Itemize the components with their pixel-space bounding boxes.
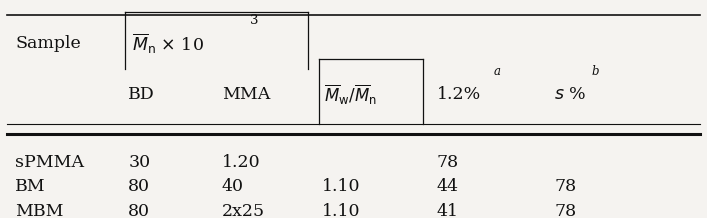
Text: b: b — [591, 65, 599, 78]
Text: 78: 78 — [437, 154, 459, 171]
Text: 2x25: 2x25 — [222, 203, 265, 218]
Text: 78: 78 — [554, 203, 576, 218]
Text: sPMMA: sPMMA — [16, 154, 84, 171]
Text: 3: 3 — [250, 14, 258, 27]
Text: Sample: Sample — [16, 35, 81, 52]
Text: 80: 80 — [128, 203, 151, 218]
Text: 78: 78 — [554, 178, 576, 195]
Text: 1.2%: 1.2% — [437, 86, 481, 103]
Text: 1.20: 1.20 — [222, 154, 260, 171]
Text: BM: BM — [16, 178, 46, 195]
Text: MMA: MMA — [222, 86, 270, 103]
Text: $s$ %: $s$ % — [554, 86, 587, 103]
Text: 30: 30 — [128, 154, 151, 171]
Text: 40: 40 — [222, 178, 244, 195]
Text: $\overline{M}_{\rm n}$ $\times$ 10: $\overline{M}_{\rm n}$ $\times$ 10 — [132, 31, 204, 56]
Text: 1.10: 1.10 — [322, 178, 361, 195]
Text: 44: 44 — [437, 178, 459, 195]
Text: 1.10: 1.10 — [322, 203, 361, 218]
Text: MBM: MBM — [16, 203, 64, 218]
Text: a: a — [493, 65, 501, 78]
Text: $\overline{M}_{\rm w}/\overline{M}_{\rm n}$: $\overline{M}_{\rm w}/\overline{M}_{\rm … — [324, 83, 377, 107]
Text: BD: BD — [128, 86, 155, 103]
Text: 41: 41 — [437, 203, 459, 218]
Text: 80: 80 — [128, 178, 151, 195]
